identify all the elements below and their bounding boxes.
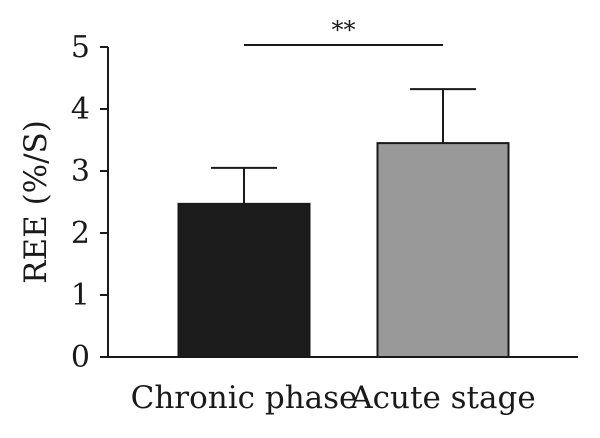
y-tick-label: 0 [71,340,90,375]
significance-marker: ** [332,16,356,44]
y-axis-title: REE (%/S) [18,120,54,284]
y-tick-label: 4 [71,92,90,127]
y-tick-label: 3 [71,154,90,189]
x-category-label: Chronic phase [131,380,358,416]
bar [376,142,510,358]
y-tick-label: 1 [71,278,90,313]
significance-annotation: ** [244,16,443,46]
y-tick-label: 2 [71,216,90,251]
bars-group [177,88,510,358]
bar [177,202,311,358]
axes-group [107,47,578,358]
y-ticks-group: 0 1 2 3 4 5 [71,30,108,375]
x-category-label: Acute stage [349,380,535,416]
y-tick-label: 5 [71,30,90,65]
